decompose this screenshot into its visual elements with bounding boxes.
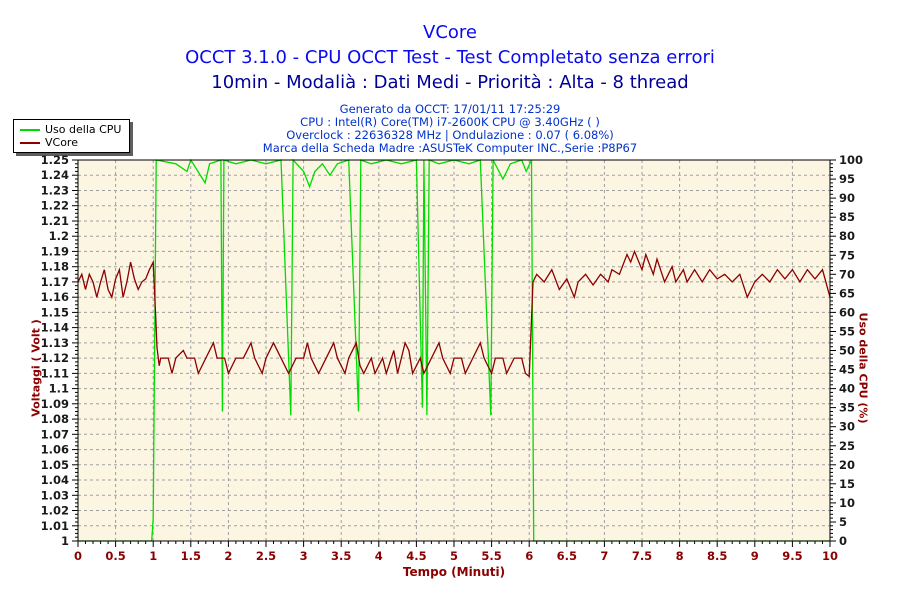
svg-text:6: 6 bbox=[525, 549, 533, 563]
svg-text:8: 8 bbox=[676, 549, 684, 563]
vcore-line-swatch bbox=[20, 141, 40, 144]
svg-text:70: 70 bbox=[839, 267, 855, 281]
svg-text:1.18: 1.18 bbox=[41, 260, 69, 274]
svg-text:10: 10 bbox=[839, 496, 855, 510]
cpu-line-swatch bbox=[20, 128, 40, 131]
svg-text:1.14: 1.14 bbox=[41, 321, 69, 335]
legend-label-vcore: VCore bbox=[45, 136, 78, 149]
svg-text:9: 9 bbox=[751, 549, 759, 563]
chart-subtitle-test: OCCT 3.1.0 - CPU OCCT Test - Test Comple… bbox=[185, 47, 715, 68]
svg-text:95: 95 bbox=[839, 172, 855, 186]
svg-text:2.5: 2.5 bbox=[256, 549, 276, 563]
svg-text:1.15: 1.15 bbox=[41, 305, 69, 319]
svg-text:9.5: 9.5 bbox=[782, 549, 802, 563]
svg-text:2: 2 bbox=[224, 549, 232, 563]
svg-text:1.07: 1.07 bbox=[41, 427, 69, 441]
svg-text:1.09: 1.09 bbox=[41, 397, 69, 411]
svg-text:1.17: 1.17 bbox=[41, 275, 69, 289]
info-motherboard: Marca della Scheda Madre :ASUSTeK Comput… bbox=[262, 141, 638, 155]
svg-text:1.02: 1.02 bbox=[41, 504, 69, 518]
svg-text:65: 65 bbox=[839, 286, 855, 300]
svg-text:4: 4 bbox=[375, 549, 383, 563]
svg-text:1: 1 bbox=[61, 534, 69, 548]
info-cpu: CPU : Intel(R) Core(TM) i7-2600K CPU @ 3… bbox=[300, 115, 600, 129]
svg-text:1.22: 1.22 bbox=[41, 199, 69, 213]
svg-text:8.5: 8.5 bbox=[707, 549, 727, 563]
svg-text:1.05: 1.05 bbox=[41, 458, 69, 472]
svg-text:1.25: 1.25 bbox=[41, 153, 69, 167]
svg-text:3: 3 bbox=[300, 549, 308, 563]
svg-text:7.5: 7.5 bbox=[632, 549, 652, 563]
svg-text:6.5: 6.5 bbox=[557, 549, 577, 563]
svg-text:10: 10 bbox=[822, 549, 838, 563]
svg-text:1.12: 1.12 bbox=[41, 351, 69, 365]
svg-text:1.13: 1.13 bbox=[41, 336, 69, 350]
chart-subtitle-mode: 10min - Modalià : Dati Medi - Priorità :… bbox=[211, 72, 689, 93]
svg-text:55: 55 bbox=[839, 325, 855, 339]
svg-text:35: 35 bbox=[839, 401, 855, 415]
svg-text:0.5: 0.5 bbox=[105, 549, 125, 563]
svg-text:1.19: 1.19 bbox=[41, 244, 69, 258]
svg-text:1.06: 1.06 bbox=[41, 443, 69, 457]
svg-text:1.03: 1.03 bbox=[41, 488, 69, 502]
svg-text:0: 0 bbox=[839, 534, 847, 548]
svg-text:1.21: 1.21 bbox=[41, 214, 69, 228]
svg-text:40: 40 bbox=[839, 382, 855, 396]
svg-text:5: 5 bbox=[839, 515, 847, 529]
svg-text:15: 15 bbox=[839, 477, 855, 491]
svg-text:85: 85 bbox=[839, 210, 855, 224]
legend-item-cpu: Uso della CPU bbox=[20, 123, 121, 136]
svg-text:25: 25 bbox=[839, 439, 855, 453]
svg-text:1.5: 1.5 bbox=[181, 549, 201, 563]
svg-text:90: 90 bbox=[839, 191, 855, 205]
chart-title: VCore bbox=[423, 22, 477, 43]
svg-text:0: 0 bbox=[74, 549, 82, 563]
svg-text:5.5: 5.5 bbox=[481, 549, 501, 563]
svg-text:4.5: 4.5 bbox=[406, 549, 426, 563]
svg-text:20: 20 bbox=[839, 458, 855, 472]
legend: Uso della CPU VCore bbox=[13, 119, 131, 153]
svg-text:75: 75 bbox=[839, 248, 855, 262]
svg-text:3.5: 3.5 bbox=[331, 549, 351, 563]
svg-text:1.2: 1.2 bbox=[49, 229, 69, 243]
svg-text:1.04: 1.04 bbox=[41, 473, 69, 487]
svg-text:50: 50 bbox=[839, 344, 855, 358]
svg-text:45: 45 bbox=[839, 363, 855, 377]
svg-text:1.08: 1.08 bbox=[41, 412, 69, 426]
svg-text:1.1: 1.1 bbox=[49, 382, 69, 396]
legend-item-vcore: VCore bbox=[20, 136, 121, 149]
svg-text:100: 100 bbox=[839, 153, 863, 167]
info-overclock: Overclock : 22636328 MHz | Ondulazione :… bbox=[286, 128, 614, 142]
svg-text:60: 60 bbox=[839, 305, 855, 319]
info-generated: Generato da OCCT: 17/01/11 17:25:29 bbox=[339, 102, 561, 116]
svg-text:30: 30 bbox=[839, 420, 855, 434]
legend-label-cpu: Uso della CPU bbox=[45, 123, 122, 136]
svg-text:7: 7 bbox=[600, 549, 608, 563]
x-axis-title: Tempo (Minuti) bbox=[402, 565, 506, 579]
svg-text:1.16: 1.16 bbox=[41, 290, 69, 304]
svg-text:1.11: 1.11 bbox=[41, 366, 69, 380]
svg-text:80: 80 bbox=[839, 229, 855, 243]
svg-text:1: 1 bbox=[149, 549, 157, 563]
svg-text:1.23: 1.23 bbox=[41, 184, 69, 198]
svg-text:1.24: 1.24 bbox=[41, 168, 69, 182]
svg-text:5: 5 bbox=[450, 549, 458, 563]
svg-text:1.01: 1.01 bbox=[41, 519, 69, 533]
